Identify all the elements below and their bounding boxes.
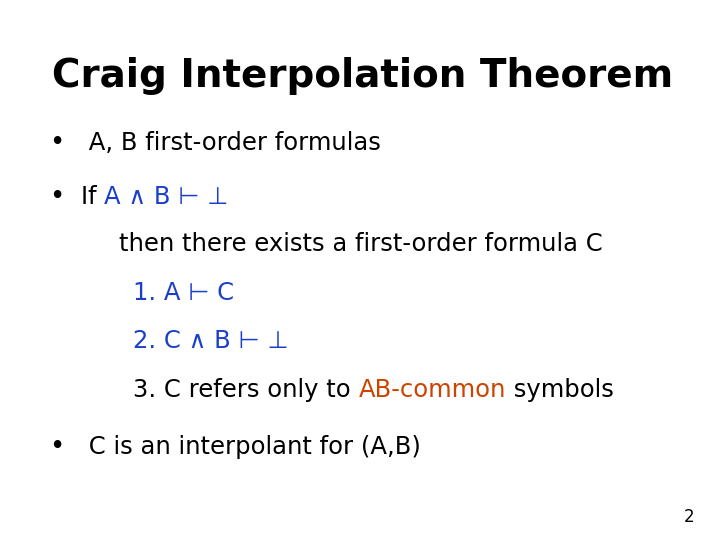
Text: 2: 2 bbox=[684, 509, 695, 526]
Text: then there exists a first-order formula C: then there exists a first-order formula … bbox=[119, 232, 603, 256]
Text: If: If bbox=[81, 185, 104, 209]
Text: 2. C ∧ B ⊢ ⊥: 2. C ∧ B ⊢ ⊥ bbox=[133, 329, 289, 353]
Text: AB-common: AB-common bbox=[359, 378, 506, 402]
Text: A, B first-order formulas: A, B first-order formulas bbox=[81, 131, 380, 155]
Text: 3. C refers only to: 3. C refers only to bbox=[133, 378, 359, 402]
Text: 1. A ⊢ C: 1. A ⊢ C bbox=[133, 281, 234, 305]
Text: •: • bbox=[49, 434, 64, 460]
Text: C is an interpolant for (A,B): C is an interpolant for (A,B) bbox=[81, 435, 420, 459]
Text: •: • bbox=[49, 130, 64, 156]
Text: Craig Interpolation Theorem: Craig Interpolation Theorem bbox=[52, 57, 673, 94]
Text: symbols: symbols bbox=[506, 378, 614, 402]
Text: A ∧ B ⊢ ⊥: A ∧ B ⊢ ⊥ bbox=[104, 185, 228, 209]
Text: •: • bbox=[49, 184, 64, 210]
